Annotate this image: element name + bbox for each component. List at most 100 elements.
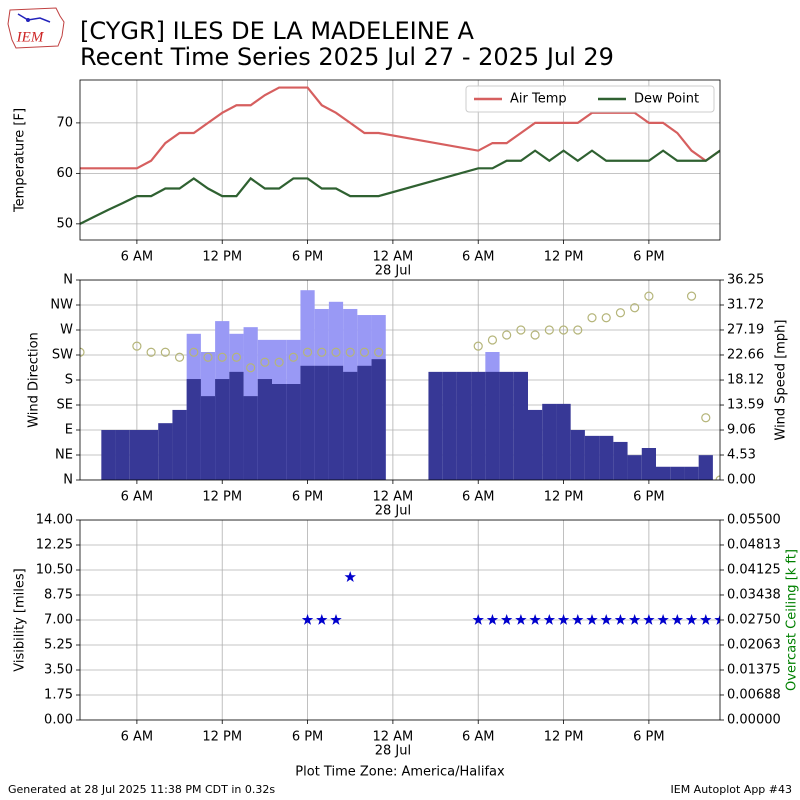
bar <box>186 379 201 480</box>
y-axis-label: Wind Direction <box>27 332 42 428</box>
x-tick-label: 6 AM <box>121 490 154 505</box>
x-tick-label: 6 AM <box>121 730 154 745</box>
y2-axis-label: Overcast Ceiling [k ft] <box>785 549 800 691</box>
point <box>189 347 199 357</box>
point <box>217 352 227 362</box>
x-axis-label: Plot Time Zone: America/Halifax <box>295 765 505 780</box>
point <box>644 291 654 301</box>
bar <box>599 435 614 480</box>
y2-tick-label: 27.19 <box>727 322 764 337</box>
point <box>473 341 483 351</box>
x-tick-label: 12 PM <box>202 250 242 265</box>
point <box>500 614 513 625</box>
bar <box>158 423 173 480</box>
point <box>231 352 242 362</box>
y2-tick-label: 31.72 <box>727 297 764 312</box>
point <box>132 341 142 351</box>
plot-area <box>80 280 720 480</box>
bar <box>371 359 386 480</box>
x-tick-label: 6 PM <box>633 730 664 745</box>
point <box>586 614 598 625</box>
point <box>502 330 512 340</box>
point <box>486 614 499 625</box>
y2-tick-label: 0.00000 <box>727 713 781 728</box>
x-tick-label: 6 AM <box>462 490 495 505</box>
bar <box>286 384 301 480</box>
point <box>543 614 556 625</box>
y2-tick-label: 0.05500 <box>727 513 781 528</box>
bar <box>471 371 486 480</box>
bar <box>229 371 244 480</box>
footer-left: Generated at 28 Jul 2025 11:38 PM CDT in… <box>8 783 275 796</box>
y-tick-label: W <box>60 323 73 338</box>
y2-axis-label: Wind Speed [mph] <box>774 320 789 441</box>
bar <box>528 409 543 480</box>
bar <box>698 455 713 480</box>
y-tick-label: 14.00 <box>36 513 73 528</box>
x-date-label: 28 Jul <box>375 504 411 519</box>
plot-frame <box>79 519 721 721</box>
point <box>701 413 711 423</box>
point <box>572 614 584 625</box>
point <box>316 614 328 625</box>
point <box>615 308 626 318</box>
bar <box>144 430 159 480</box>
x-tick-label: 12 PM <box>202 730 242 745</box>
point <box>374 347 384 357</box>
point <box>630 303 640 313</box>
point <box>530 330 540 340</box>
point <box>643 614 655 625</box>
grid <box>80 520 720 720</box>
x-tick-label: 6 PM <box>292 730 323 745</box>
y-tick-label: 10.50 <box>36 563 73 578</box>
x-tick-label: 6 AM <box>462 730 495 745</box>
y2-tick-label: 22.66 <box>727 347 764 362</box>
legend: Air Temp Dew Point <box>465 85 715 113</box>
legend-label: Air Temp <box>510 92 567 107</box>
plot-frame <box>79 79 721 241</box>
bar <box>215 379 230 480</box>
bar <box>670 466 685 480</box>
plot-area <box>80 520 720 720</box>
bar <box>456 371 472 480</box>
y-tick-label: 8.75 <box>44 588 73 603</box>
bar <box>542 403 557 480</box>
y-tick-label: SE <box>57 398 73 413</box>
bar <box>613 441 628 480</box>
x-tick-label: 6 AM <box>121 250 154 265</box>
y-tick-label: 3.50 <box>44 663 73 678</box>
point <box>302 347 313 357</box>
point <box>601 313 611 323</box>
bar <box>115 430 130 480</box>
bar <box>200 396 216 480</box>
x-tick-label: 6 PM <box>633 250 664 265</box>
y2-tick-label: 0.00688 <box>727 687 781 702</box>
point <box>174 352 185 362</box>
y2-tick-label: 36.25 <box>727 273 764 288</box>
y-tick-label: 60 <box>56 166 73 181</box>
point <box>671 614 684 625</box>
x-tick-label: 6 PM <box>292 490 323 505</box>
y-axis-label: Visibility [miles] <box>13 568 28 671</box>
y2-tick-label: 0.04125 <box>727 563 781 578</box>
bar <box>129 430 144 480</box>
chart-title: [CYGR] ILES DE LA MADELEINE A <box>80 17 474 45</box>
x-tick-label: 6 AM <box>462 250 495 265</box>
point <box>472 614 484 625</box>
bar <box>641 448 656 480</box>
point <box>274 357 284 367</box>
bar <box>570 430 585 480</box>
point <box>301 614 314 625</box>
point <box>160 347 170 357</box>
bar <box>272 384 287 480</box>
point <box>331 347 341 357</box>
point <box>557 614 570 625</box>
y-tick-label: 12.25 <box>36 538 73 553</box>
legend-box <box>465 85 715 113</box>
point <box>573 325 583 335</box>
bar <box>499 371 514 480</box>
y-tick-label: 7.00 <box>44 613 73 628</box>
bar <box>101 430 116 480</box>
y-tick-label: SW <box>52 348 73 363</box>
